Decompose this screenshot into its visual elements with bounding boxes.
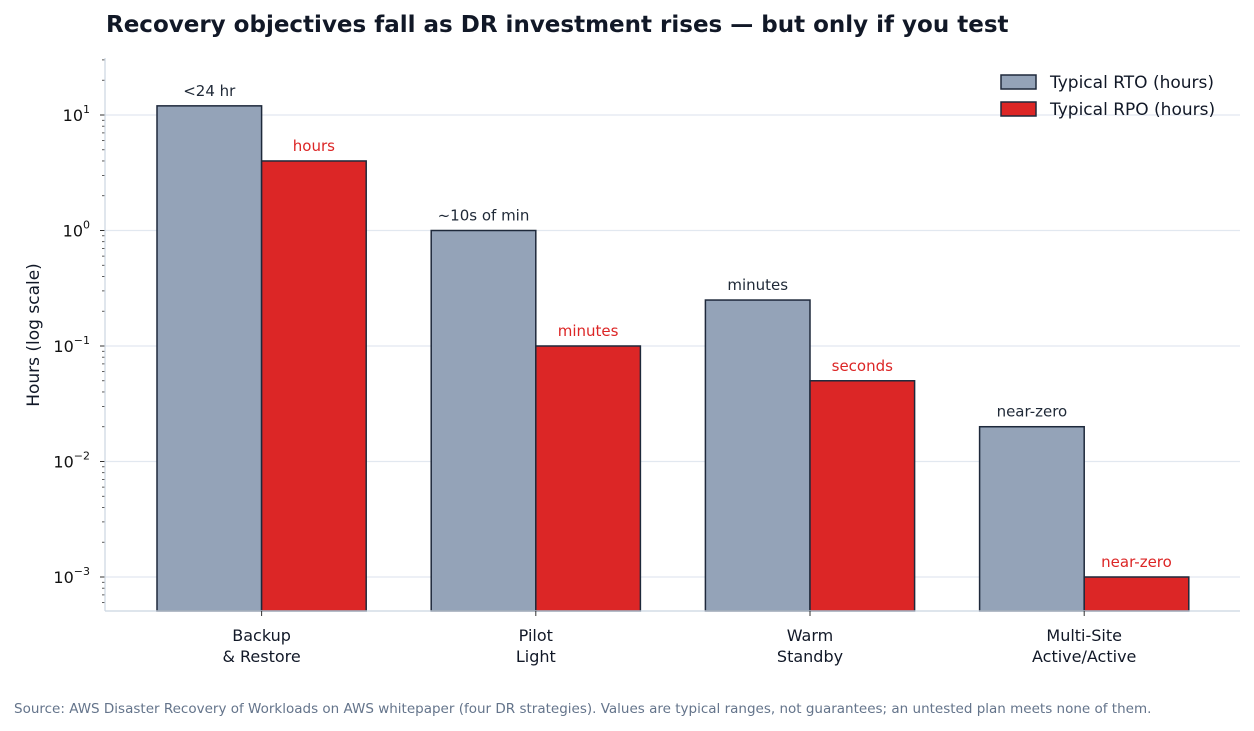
axes: 10−3 10−2 10−1 100 101 Backup & Restore Pilot Li… (53, 58, 1240, 666)
x-tick-label: Warm (787, 626, 833, 645)
bar-value-label: near-zero (1101, 553, 1172, 571)
bar-rto (156, 105, 263, 612)
bar-value-label: seconds (832, 357, 893, 375)
bar-value-label: hours (293, 137, 335, 155)
y-tick-label: 10−2 (53, 450, 90, 472)
bar-rto (430, 229, 537, 612)
legend: Typical RTO (hours) Typical RPO (hours) (1000, 73, 1215, 120)
x-tick-label: Backup (232, 626, 291, 645)
x-tick-label: Pilot (519, 626, 553, 645)
bar-rpo (535, 345, 642, 612)
bar-rpo (809, 380, 916, 612)
bar-rpo (260, 160, 367, 612)
bar-value-label: ~10s of min (438, 207, 530, 225)
source-note: Source: AWS Disaster Recovery of Workloa… (14, 701, 1151, 717)
bars (156, 105, 1190, 612)
y-tick-label: 10−3 (53, 565, 90, 587)
legend-swatch-rto (1000, 74, 1037, 90)
bar-rto (978, 425, 1085, 612)
y-tick-label: 100 (63, 219, 90, 241)
bar-rto (704, 299, 811, 612)
legend-swatch-rpo (1000, 101, 1037, 117)
bar-labels: <24 hr hours ~10s of min minutes minutes seco… (183, 82, 1172, 571)
y-axis-label: Hours (log scale) (24, 263, 44, 407)
legend-label-rpo: Typical RPO (hours) (1049, 100, 1215, 120)
bar-rpo (1083, 576, 1190, 612)
y-tick-label: 101 (63, 103, 90, 125)
bar-value-label: minutes (727, 276, 788, 294)
x-tick-label: Light (516, 647, 556, 666)
bar-value-label: near-zero (997, 403, 1068, 421)
chart-title: Recovery objectives fall as DR investmen… (106, 12, 1009, 38)
x-tick-label: Active/Active (1032, 647, 1136, 666)
bar-value-label: <24 hr (183, 82, 236, 100)
legend-label-rto: Typical RTO (hours) (1049, 73, 1214, 93)
x-tick-label: Multi-Site (1046, 626, 1122, 645)
y-tick-label: 10−1 (53, 334, 90, 356)
x-tick-label: & Restore (222, 647, 300, 666)
x-tick-label: Standby (777, 647, 843, 666)
bar-value-label: minutes (558, 322, 619, 340)
